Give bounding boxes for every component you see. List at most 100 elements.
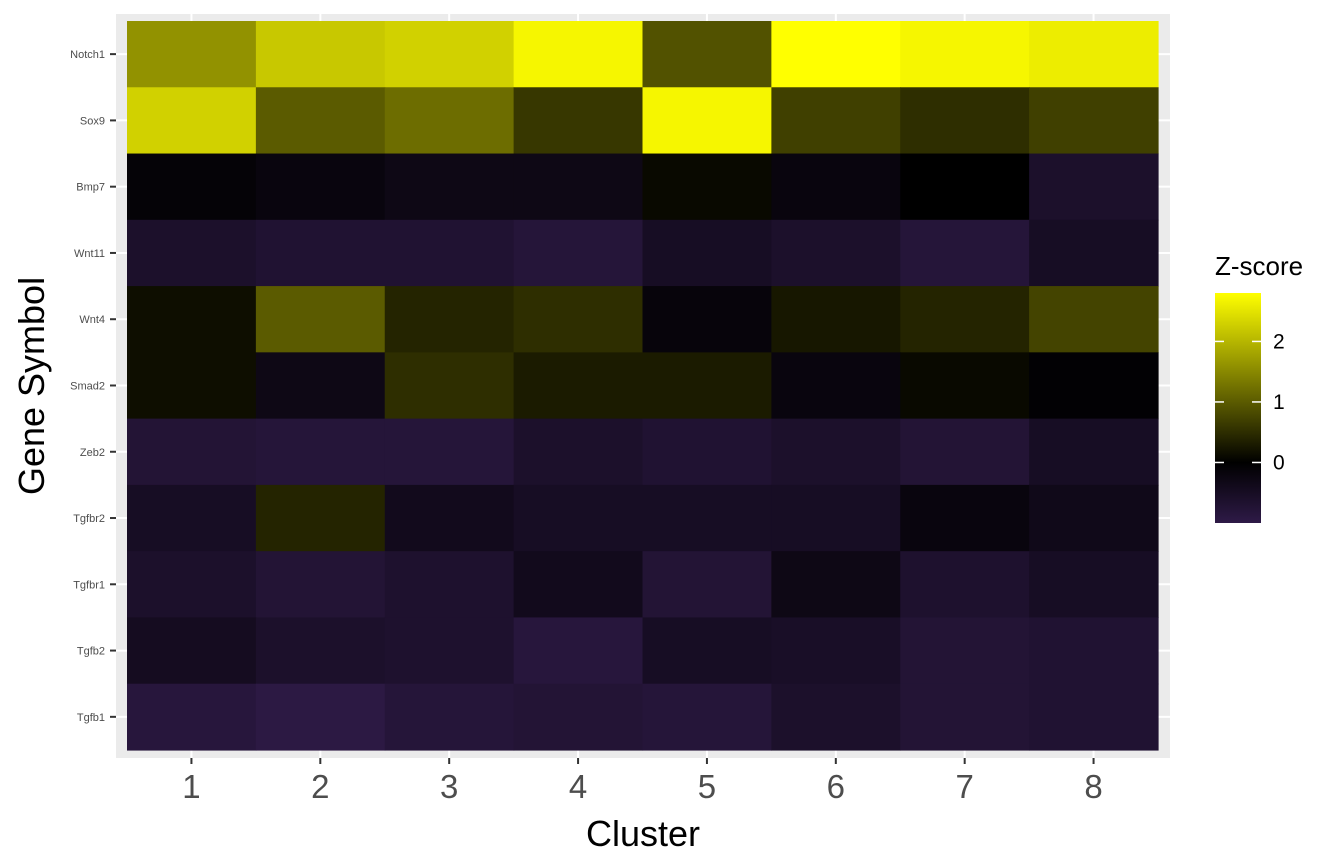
legend-title: Z-score xyxy=(1215,251,1303,281)
heatmap-cell-tgfb1-cluster-8 xyxy=(1029,683,1159,751)
y-tick-label-tgfb1: Tgfb1 xyxy=(77,712,105,724)
y-tick-label-wnt11: Wnt11 xyxy=(74,248,105,260)
y-tick-label-zeb2: Zeb2 xyxy=(80,447,105,459)
heatmap-cell-tgfb2-cluster-8 xyxy=(1029,617,1159,685)
heatmap-cell-sox9-cluster-3 xyxy=(384,87,515,155)
heatmap-cell-zeb2-cluster-2 xyxy=(255,418,386,486)
heatmap-cell-smad2-cluster-4 xyxy=(513,352,644,420)
heatmap-cell-tgfb1-cluster-4 xyxy=(513,683,644,751)
heatmap-cell-bmp7-cluster-3 xyxy=(384,153,515,221)
heatmap-cell-zeb2-cluster-1 xyxy=(127,418,257,486)
x-tick-label-8: 8 xyxy=(1084,768,1102,805)
heatmap-cell-notch1-cluster-6 xyxy=(771,21,901,88)
heatmap-cell-tgfbr2-cluster-3 xyxy=(384,484,515,552)
x-axis-title: Cluster xyxy=(586,813,700,854)
heatmap-cell-tgfbr2-cluster-4 xyxy=(513,484,644,552)
heatmap-cell-notch1-cluster-3 xyxy=(384,21,515,88)
x-tick-label-7: 7 xyxy=(956,768,974,805)
heatmap-cell-sox9-cluster-5 xyxy=(642,87,772,155)
heatmap-cell-smad2-cluster-3 xyxy=(384,352,515,420)
heatmap-cell-wnt11-cluster-8 xyxy=(1029,219,1159,287)
heatmap-cell-tgfbr1-cluster-4 xyxy=(513,551,644,619)
heatmap-cell-wnt4-cluster-2 xyxy=(255,286,386,353)
heatmap-cell-tgfbr2-cluster-1 xyxy=(127,484,257,552)
heatmap-cell-tgfb1-cluster-6 xyxy=(771,683,901,751)
heatmap-cell-bmp7-cluster-4 xyxy=(513,153,644,221)
heatmap-cell-tgfbr1-cluster-2 xyxy=(255,551,386,619)
heatmap-cell-smad2-cluster-8 xyxy=(1029,352,1159,420)
x-tick-label-1: 1 xyxy=(182,768,200,805)
heatmap-cell-smad2-cluster-6 xyxy=(771,352,901,420)
heatmap-cell-tgfbr1-cluster-5 xyxy=(642,551,772,619)
x-axis-ticks: 1 2 3 4 5 6 7 8 xyxy=(182,758,1103,805)
heatmap-cell-zeb2-cluster-3 xyxy=(384,418,515,486)
heatmap-cell-sox9-cluster-1 xyxy=(127,87,257,155)
x-tick-label-4: 4 xyxy=(569,768,587,805)
heatmap-cell-tgfb1-cluster-1 xyxy=(127,683,257,751)
heatmap-cell-tgfbr1-cluster-7 xyxy=(900,551,1030,619)
heatmap-cell-smad2-cluster-5 xyxy=(642,352,772,420)
heatmap-cell-sox9-cluster-6 xyxy=(771,87,901,155)
heatmap-cell-tgfbr1-cluster-1 xyxy=(127,551,257,619)
heatmap-cell-tgfb1-cluster-3 xyxy=(384,683,515,751)
heatmap-cell-wnt11-cluster-2 xyxy=(255,219,386,287)
heatmap-cell-notch1-cluster-2 xyxy=(255,21,386,88)
heatmap-cell-sox9-cluster-2 xyxy=(255,87,386,155)
heatmap-cell-sox9-cluster-8 xyxy=(1029,87,1159,155)
heatmap-cell-zeb2-cluster-8 xyxy=(1029,418,1159,486)
heatmap-cell-zeb2-cluster-6 xyxy=(771,418,901,486)
heatmap-cell-tgfb2-cluster-6 xyxy=(771,617,901,685)
legend-tick-label-1: 1 xyxy=(1273,391,1285,414)
heatmap-cell-wnt11-cluster-4 xyxy=(513,219,644,287)
heatmap-cell-bmp7-cluster-1 xyxy=(127,153,257,221)
heatmap-cell-notch1-cluster-4 xyxy=(513,21,644,88)
y-tick-label-sox9: Sox9 xyxy=(80,115,105,127)
heatmap-cell-notch1-cluster-1 xyxy=(127,21,257,88)
heatmap-cell-tgfbr1-cluster-3 xyxy=(384,551,515,619)
heatmap-cell-bmp7-cluster-8 xyxy=(1029,153,1159,221)
heatmap-cell-bmp7-cluster-5 xyxy=(642,153,772,221)
y-tick-label-tgfbr2: Tgfbr2 xyxy=(73,513,105,525)
y-tick-label-smad2: Smad2 xyxy=(70,380,105,392)
heatmap-cell-zeb2-cluster-7 xyxy=(900,418,1030,486)
legend-ticks: 0 1 2 xyxy=(1215,330,1285,474)
heatmap-cell-smad2-cluster-1 xyxy=(127,352,257,420)
heatmap-cell-zeb2-cluster-5 xyxy=(642,418,772,486)
x-tick-label-3: 3 xyxy=(440,768,458,805)
y-axis-title: Gene Symbol xyxy=(11,277,52,495)
legend: Z-score 0 1 2 xyxy=(1215,251,1303,523)
heatmap-cell-notch1-cluster-7 xyxy=(900,21,1030,88)
heatmap-cell-wnt4-cluster-4 xyxy=(513,286,644,353)
heatmap-cell-tgfbr2-cluster-8 xyxy=(1029,484,1159,552)
heatmap-cell-wnt4-cluster-7 xyxy=(900,286,1030,353)
heatmap-cell-wnt4-cluster-1 xyxy=(127,286,257,353)
y-tick-label-tgfbr1: Tgfbr1 xyxy=(73,579,105,591)
y-axis-ticks: Notch1 Sox9 Bmp7 Wnt11 Wnt4 Smad2 Zeb2 Tgfbr2 Tg… xyxy=(70,49,116,724)
x-tick-label-5: 5 xyxy=(698,768,716,805)
heatmap-cell-tgfbr2-cluster-2 xyxy=(255,484,386,552)
heatmap-cell-tgfb1-cluster-5 xyxy=(642,683,772,751)
heatmap-cell-wnt11-cluster-6 xyxy=(771,219,901,287)
x-tick-label-2: 2 xyxy=(311,768,329,805)
heatmap-cells xyxy=(127,21,1159,751)
heatmap-cell-smad2-cluster-2 xyxy=(255,352,386,420)
heatmap-cell-tgfb2-cluster-2 xyxy=(255,617,386,685)
legend-tick-label-2: 2 xyxy=(1273,330,1285,353)
legend-colorbar xyxy=(1215,293,1261,523)
heatmap-cell-wnt11-cluster-5 xyxy=(642,219,772,287)
y-tick-label-notch1: Notch1 xyxy=(70,49,105,61)
heatmap-cell-sox9-cluster-7 xyxy=(900,87,1030,155)
heatmap-cell-tgfb2-cluster-5 xyxy=(642,617,772,685)
heatmap-cell-tgfb1-cluster-7 xyxy=(900,683,1030,751)
heatmap-cell-sox9-cluster-4 xyxy=(513,87,644,155)
heatmap-cell-bmp7-cluster-6 xyxy=(771,153,901,221)
heatmap-cell-tgfb2-cluster-3 xyxy=(384,617,515,685)
heatmap-cell-wnt11-cluster-3 xyxy=(384,219,515,287)
heatmap-cell-wnt4-cluster-3 xyxy=(384,286,515,353)
heatmap-cell-tgfbr2-cluster-6 xyxy=(771,484,901,552)
y-tick-label-tgfb2: Tgfb2 xyxy=(77,646,105,658)
heatmap-cell-tgfbr2-cluster-5 xyxy=(642,484,772,552)
heatmap-cell-zeb2-cluster-4 xyxy=(513,418,644,486)
x-tick-label-6: 6 xyxy=(827,768,845,805)
